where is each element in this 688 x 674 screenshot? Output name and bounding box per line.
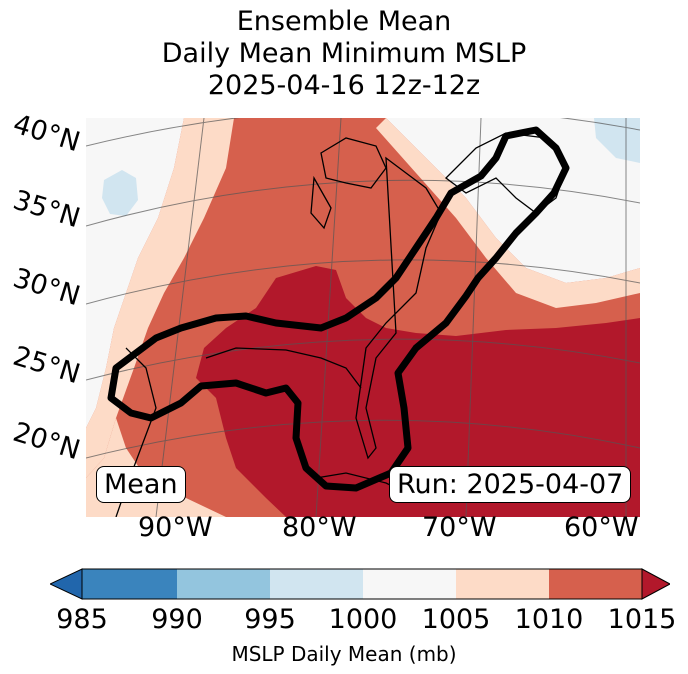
title-line-2: Daily Mean Minimum MSLP [161,38,527,69]
title-line-3: 2025-04-16 12z-12z [207,70,481,101]
ensemble-contour [107,126,570,492]
lat-label-30: 30°N [9,262,84,313]
run-date-box: Run: 2025-04-07 [389,466,632,503]
colorbar-tick-1000: 1000 [328,604,398,635]
colorbar-label: MSLP Daily Mean (mb) [231,642,457,666]
lat-label-35: 35°N [9,184,84,235]
mslp-map-svg [86,118,640,517]
colorbar-tick-1015: 1015 [607,604,677,635]
colorbar-tick-990: 990 [151,604,203,635]
lon-label-90w: 90°W [138,512,213,543]
field-band-995-1000-blob [102,170,138,216]
field-band-995-1000-ne [594,118,640,163]
colorbar-over-arrow [641,568,670,600]
lat-label-20: 20°N [9,416,84,467]
lon-label-70w: 70°W [422,512,497,543]
colorbar-segment-1005-1010 [456,569,549,599]
colorbar-segment-995-1000 [270,569,363,599]
field-band-1005-1010-ne [376,118,640,308]
lat-label-25: 25°N [9,340,84,391]
colorbar-segment-990-995 [177,569,270,599]
title-line-1: Ensemble Mean [236,6,452,37]
lat-label-40: 40°N [9,108,84,159]
colorbar-tick-985: 985 [56,604,108,635]
field-band-1005-1010-west [86,118,234,478]
lon-label-80w: 80°W [282,512,357,543]
colorbar-segment-1010-1015 [549,569,642,599]
lon-label-60w: 60°W [564,512,639,543]
field-band-1000-1005-ne [386,118,640,283]
colorbar-under-arrow [50,568,83,600]
graticule [86,118,640,517]
colorbar-tick-1010: 1010 [514,604,584,635]
colorbar-segment-1000-1005 [363,569,456,599]
colorbar-outline [81,568,643,600]
colorbar-tick-1005: 1005 [421,604,491,635]
colorbar [50,568,670,600]
colorbar-segment-985-990 [82,569,177,599]
map-panel [86,118,640,517]
mean-label-box: Mean [96,466,186,503]
colorbar-tick-995: 995 [244,604,296,635]
